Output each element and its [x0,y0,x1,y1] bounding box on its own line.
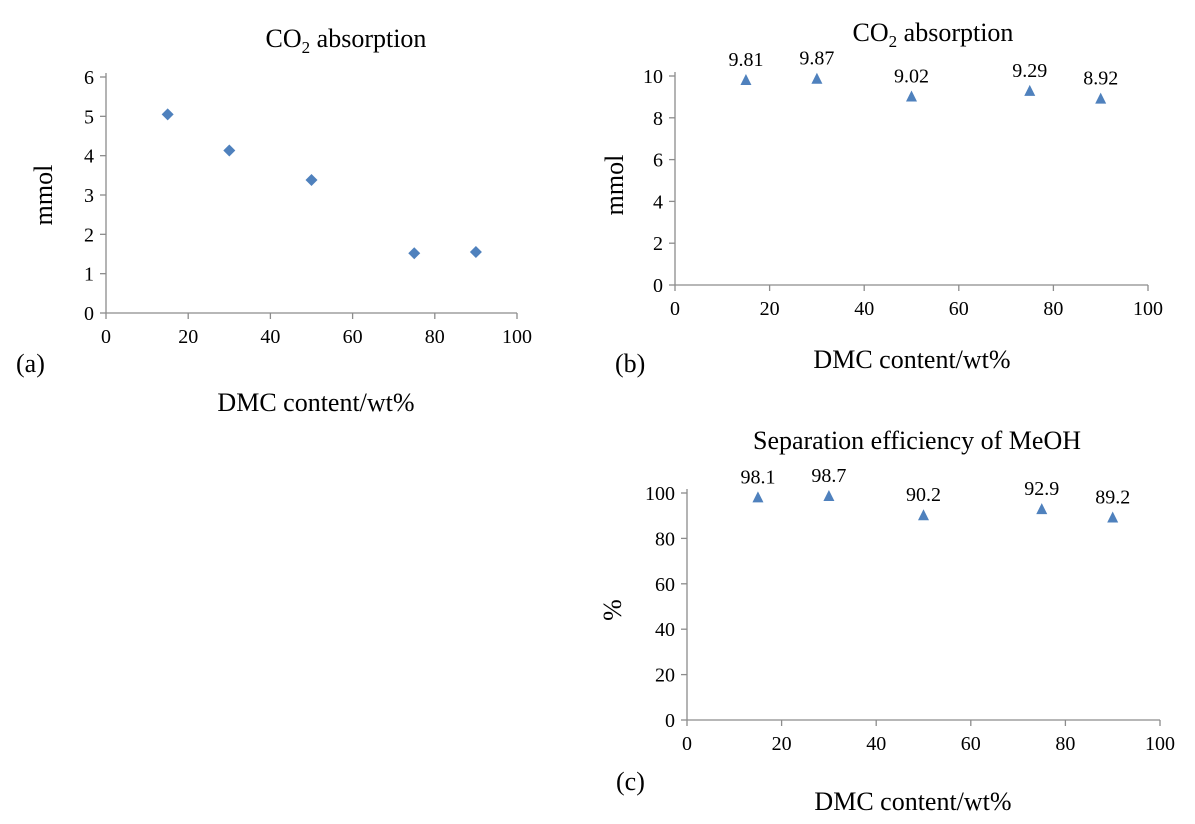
y-tick-label-c: 60 [655,574,675,596]
x-tick-label-b: 60 [949,298,969,320]
y-axis-title-a: mmol [29,165,58,226]
x-tick-label-b: 100 [1133,298,1163,320]
y-axis-title-c: % [598,599,627,621]
data-label-c: 89.2 [1095,487,1130,509]
x-tick-label-b: 40 [854,298,874,320]
data-label-c: 90.2 [906,484,941,506]
x-tick-label-a: 100 [502,326,532,348]
x-tick-label-c: 40 [866,733,886,755]
y-tick-label-a: 5 [84,106,94,128]
data-point-a [469,246,482,259]
x-tick-label-c: 100 [1145,733,1175,755]
y-tick-label-c: 20 [655,665,675,687]
chart-title-b: CO2 absorption [853,18,1014,51]
x-tick-label-a: 60 [343,326,363,348]
data-point-c [918,509,929,521]
data-point-a [223,144,236,157]
chart-title-a: CO2 absorption [266,24,427,57]
x-tick-label-a: 40 [260,326,280,348]
x-tick-label-b: 80 [1043,298,1063,320]
data-label-c: 98.1 [740,466,775,488]
y-tick-label-c: 100 [645,483,675,505]
x-axis-title-c: DMC content/wt% [814,787,1011,816]
x-tick-label-c: 20 [772,733,792,755]
y-tick-label-a: 6 [84,67,94,89]
data-point-b [1024,84,1036,96]
chart-panel-a: CO2 absorption mmol DMC content/wt% (a) … [16,24,532,417]
panel-label-a: (a) [16,349,45,378]
chart-panel-b: CO2 absorption mmol DMC content/wt% (b) … [600,18,1163,378]
y-tick-label-c: 40 [655,619,675,641]
plot-area-c: 0 20 40 60 80 100 0 20 40 60 80 100 98.1 98.7 90.2 92.9… [645,465,1175,755]
y-tick-label-c: 0 [665,710,675,732]
data-point-b [740,73,752,85]
data-label-c: 98.7 [811,465,846,487]
data-point-b [1095,92,1107,104]
data-label-b: 9.81 [728,49,763,71]
y-tick-label-a: 2 [84,224,94,246]
data-point-c [823,489,835,501]
y-tick-label-b: 10 [643,66,663,88]
data-point-a [161,108,174,121]
y-tick-label-a: 0 [84,303,94,325]
data-label-b: 9.87 [799,48,834,70]
x-tick-label-c: 80 [1055,733,1075,755]
data-point-c [1036,503,1048,515]
x-tick-label-c: 0 [682,733,692,755]
data-point-a [408,247,421,260]
y-tick-label-a: 4 [84,146,94,168]
panel-label-c: (c) [616,767,645,796]
data-point-b [811,72,823,84]
x-axis-title-b: DMC content/wt% [813,345,1010,374]
y-tick-label-a: 1 [84,264,94,286]
data-point-c [1107,511,1119,523]
y-tick-label-b: 8 [653,108,663,130]
chart-panel-c: Separation efficiency of MeOH % DMC cont… [598,426,1175,816]
x-tick-label-a: 0 [101,326,111,348]
data-label-b: 8.92 [1083,68,1118,90]
x-tick-label-b: 20 [760,298,780,320]
x-tick-label-a: 20 [178,326,198,348]
y-tick-label-a: 3 [84,185,94,207]
x-tick-label-b: 0 [670,298,680,320]
data-label-c: 92.9 [1024,478,1059,500]
y-tick-label-b: 0 [653,275,663,297]
data-point-a [305,174,318,187]
panel-label-b: (b) [615,349,645,378]
x-axis-title-a: DMC content/wt% [217,388,414,417]
data-point-b [906,90,917,102]
y-tick-label-b: 6 [653,150,663,172]
data-label-b: 9.02 [894,65,929,87]
x-tick-label-c: 60 [961,733,981,755]
data-point-c [752,491,764,503]
data-label-b: 9.29 [1012,60,1047,82]
x-tick-label-a: 80 [425,326,445,348]
y-tick-label-c: 80 [655,528,675,550]
y-tick-label-b: 2 [653,233,663,255]
chart-title-c: Separation efficiency of MeOH [753,426,1081,455]
y-tick-label-b: 4 [653,191,663,213]
y-axis-title-b: mmol [600,155,629,216]
